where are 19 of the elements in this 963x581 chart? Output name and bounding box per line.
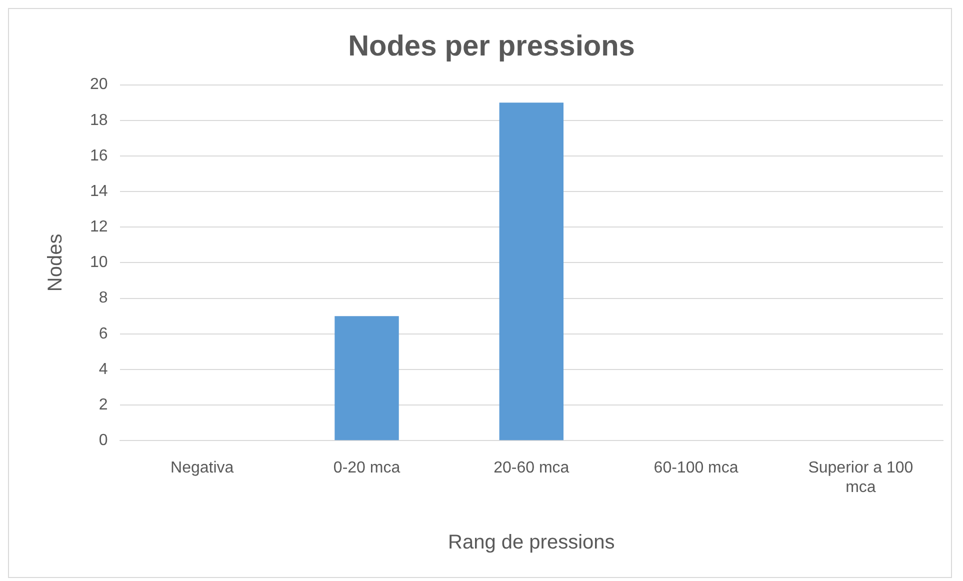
y-tick-label: 2 [98, 396, 108, 414]
x-axis-title: Rang de pressions [448, 532, 615, 554]
x-tick-label: 20-60 mca [494, 460, 570, 477]
chart-title: Nodes per pressions [348, 30, 635, 62]
y-axis-title: Nodes [44, 234, 67, 292]
y-tick-label: 8 [98, 290, 108, 307]
y-tick-label: 4 [98, 360, 108, 378]
y-tick-label: 10 [90, 254, 108, 272]
y-tick-label: 18 [90, 112, 108, 129]
y-tick-label: 20 [90, 76, 108, 94]
y-tick-label: 12 [90, 218, 108, 236]
x-tick-label: Superior a 100 mca [808, 460, 914, 496]
y-tick-label: 16 [90, 147, 108, 164]
x-tick-label: 60-100 mca [654, 460, 738, 477]
y-tick-label: 14 [90, 182, 108, 200]
y-tick-label: 6 [98, 325, 108, 342]
x-tick-label: 0-20 mca [333, 460, 400, 477]
x-tick-label: Negativa [170, 460, 234, 477]
y-tick-label: 0 [98, 432, 108, 450]
